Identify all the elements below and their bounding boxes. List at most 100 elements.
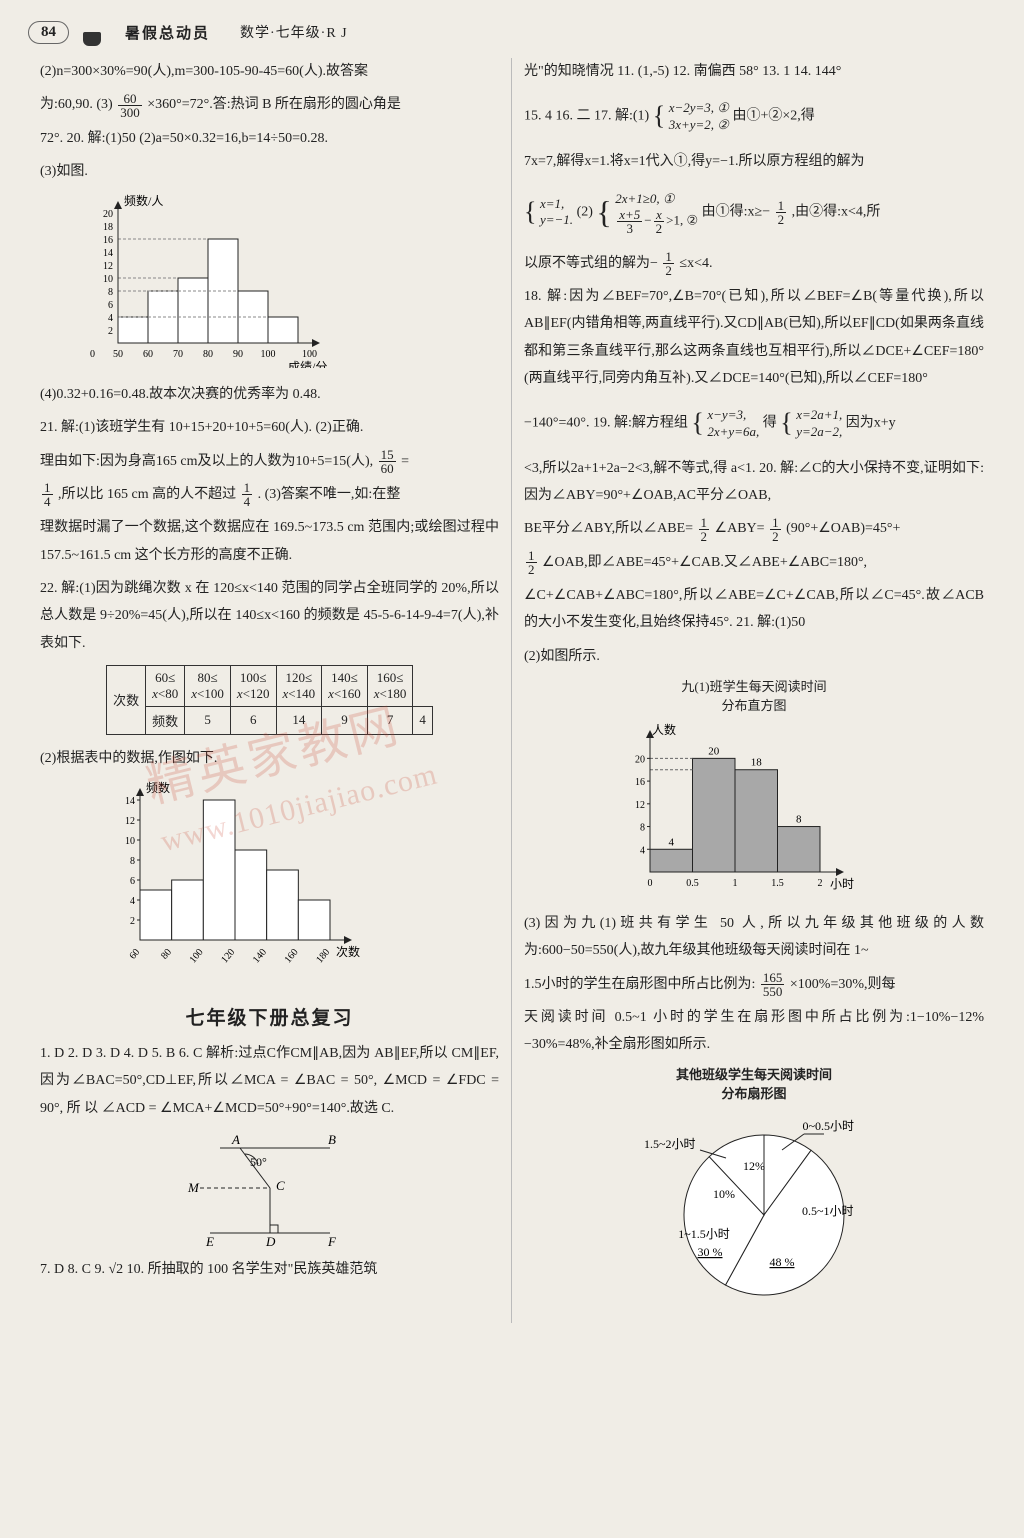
svg-text:10%: 10% [713, 1187, 735, 1201]
fraction: 165550 [761, 971, 785, 998]
fraction: 60300 [118, 92, 142, 119]
section-title: 七年级下册总复习 [40, 1003, 499, 1030]
svg-text:F: F [327, 1234, 337, 1248]
fraction: 12 [699, 516, 710, 543]
t: >1, ② [666, 213, 698, 228]
t: 以原不等式组的解为− [524, 256, 658, 271]
histogram-reading: 4812162042018800.511.52人数小时 [614, 722, 984, 902]
t: 1.5小时的学生在扇形图中所占比例为: [524, 977, 755, 992]
page-container: 84 暑假总动员 数学·七年级·R J (2)n=300×30%=90(人),m… [0, 0, 1024, 1341]
svg-text:A: A [231, 1132, 240, 1147]
book-title: 暑假总动员 [125, 22, 210, 43]
n: x [654, 208, 665, 222]
histogram-jump: 24681012146080100120140160180频数次数 [100, 780, 499, 985]
t: 理由如下:因为身高165 cm及以上的人数为10+5=15(人), [40, 454, 373, 469]
n: 1 [526, 549, 537, 563]
ink-bottle-icon [79, 18, 107, 46]
fraction: 12 [526, 549, 537, 576]
svg-text:100: 100 [188, 947, 206, 966]
page-header: 84 暑假总动员 数学·七年级·R J [28, 18, 996, 46]
n: 60 [118, 92, 142, 106]
svg-text:12: 12 [103, 261, 113, 272]
d: 4 [42, 495, 53, 508]
system: x−y=3, 2x+y=6a, [707, 407, 759, 441]
col-head: 60≤x<80 [146, 665, 185, 706]
svg-text:80: 80 [203, 349, 213, 360]
svg-text:10: 10 [125, 836, 135, 847]
col-head: 100≤x<120 [230, 665, 276, 706]
text-l12: 1. D 2. D 3. D 4. D 5. B 6. C 解析:过点C作CM∥… [40, 1040, 499, 1122]
fraction: 12 [663, 250, 674, 277]
svg-text:48 %: 48 % [770, 1255, 795, 1269]
svg-text:16: 16 [635, 777, 645, 788]
t: ∠ABY= [715, 521, 765, 536]
svg-text:30 %: 30 % [698, 1245, 723, 1259]
svg-text:12: 12 [635, 800, 645, 811]
d: 2 [663, 264, 674, 277]
d: 2 [526, 563, 537, 576]
text-r5: 以原不等式组的解为− 12 ≤x<4. [524, 250, 984, 277]
text-r10: 12 ∠OAB,即∠ABE=45°+∠CAB.又∠ABE+∠ABC=180°, [524, 549, 984, 576]
t: ≤x<4. [679, 256, 712, 271]
t: −140°=40°. 19. 解:解方程组 [524, 416, 688, 431]
svg-text:14: 14 [125, 796, 135, 807]
text-l8: 14 ,所以比 165 cm 高的人不超过 14 . (3)答案不唯一,如:在整 [40, 481, 499, 508]
svg-text:0: 0 [648, 878, 653, 889]
text-r3: 7x=7,解得x=1.将x=1代入①,得y=−1.所以原方程组的解为 [524, 148, 984, 175]
cell: 5 [185, 706, 231, 734]
cell: 14 [276, 706, 322, 734]
svg-text:2: 2 [108, 326, 113, 337]
fraction: 14 [242, 481, 253, 508]
page-number: 84 [28, 21, 69, 44]
t: 由①+②×2,得 [732, 109, 814, 124]
text-l13: 7. D 8. C 9. √2 10. 所抽取的 100 名学生对"民族英雄范筑 [40, 1256, 499, 1283]
system-brace: { [780, 398, 792, 449]
cell: 7 [367, 706, 413, 734]
n: 15 [379, 448, 396, 462]
d: 2 [776, 213, 787, 226]
text-l7: 理由如下:因为身高165 cm及以上的人数为10+5=15(人), 1560 = [40, 448, 499, 475]
geometry-figure: A B M C E D F 50° [170, 1128, 370, 1248]
t: BE平分∠ABY,所以∠ABE= [524, 521, 693, 536]
svg-text:20: 20 [103, 209, 113, 220]
svg-text:0: 0 [90, 349, 95, 360]
t: (90°+∠OAB)=45°+ [786, 521, 900, 536]
svg-text:90: 90 [233, 349, 243, 360]
row-head: 次数 [107, 665, 146, 734]
text-r1: 光"的知晓情况 11. (1,-5) 12. 南偏西 58° 13. 1 14.… [524, 58, 984, 85]
text-r2: 15. 4 16. 二 17. 解:(1) { x−2y=3, ① 3x+y=2… [524, 91, 984, 142]
text-r12: (2)如图所示. [524, 643, 984, 670]
eq: 3x+y=2, ② [669, 117, 729, 132]
eq: x−y=3, [707, 407, 746, 422]
fraction: 14 [42, 481, 53, 508]
d: 300 [118, 106, 142, 119]
d: 2 [770, 530, 781, 543]
eq: 2x+1≥0, ① [615, 191, 674, 206]
svg-text:频数: 频数 [146, 780, 170, 795]
text-l1: (2)n=300×30%=90(人),m=300-105-90-45=60(人)… [40, 58, 499, 85]
svg-text:50°: 50° [250, 1155, 267, 1169]
table-row: 次数 60≤x<80 80≤x<100 100≤x<120 120≤x<140 … [107, 665, 433, 706]
col-head: 160≤x<180 [367, 665, 413, 706]
svg-text:50: 50 [113, 349, 123, 360]
text-r8: <3,所以2a+1+2a−2<3,解不等式,得 a<1. 20. 解:∠C的大小… [524, 455, 984, 510]
eq: y=2a−2, [796, 424, 842, 439]
svg-text:1: 1 [733, 878, 738, 889]
svg-text:18: 18 [103, 222, 113, 233]
text-r13: (3)因为九(1)班共有学生 50 人,所以九年级其他班级的人数为:600−50… [524, 910, 984, 965]
t: ×100%=30%,则每 [790, 977, 896, 992]
t: 分布扇形图 [721, 1086, 786, 1101]
system-brace: { [691, 398, 703, 449]
system: x=1, y=−1. [540, 196, 573, 230]
right-column: 光"的知晓情况 11. (1,-5) 12. 南偏西 58° 13. 1 14.… [512, 58, 996, 1323]
svg-text:12: 12 [125, 816, 135, 827]
text-l10: 22. 解:(1)因为跳绳次数 x 在 120≤x<140 范围的同学占全班同学… [40, 575, 499, 657]
svg-text:4: 4 [130, 896, 135, 907]
histogram-scores: 246810121416182050607080901001000频数/人成绩/… [80, 193, 499, 373]
col-head: 80≤x<100 [185, 665, 231, 706]
svg-text:6: 6 [108, 300, 113, 311]
text-l2: 为:60,90. (3) 60300 ×360°=72°.答:热词 B 所在扇形… [40, 91, 499, 118]
n: 1 [776, 199, 787, 213]
svg-text:10: 10 [103, 274, 113, 285]
d: 4 [242, 495, 253, 508]
